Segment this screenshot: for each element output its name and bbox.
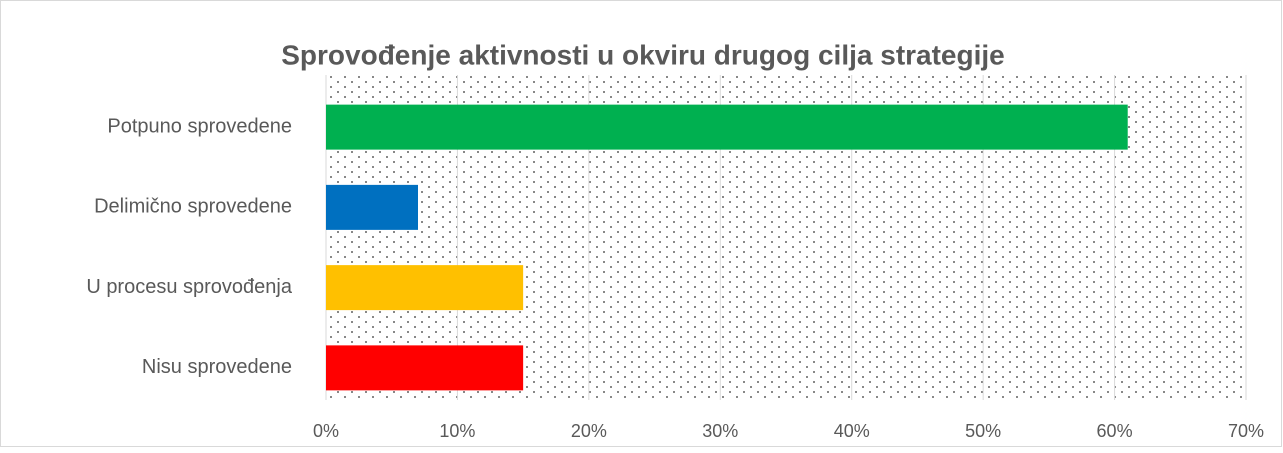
x-tick-label: 70% xyxy=(1228,421,1264,441)
x-tick-label: 30% xyxy=(702,421,738,441)
y-tick-label: Delimično sprovedene xyxy=(94,196,292,218)
bar xyxy=(326,104,1128,150)
y-tick-label: Potpuno sprovedene xyxy=(107,115,292,137)
bar xyxy=(326,184,418,230)
bar xyxy=(326,345,524,391)
bar xyxy=(326,265,524,311)
x-tick-label: 0% xyxy=(313,421,339,441)
x-tick-label: 50% xyxy=(965,421,1001,441)
chart-title: Sprovođenje aktivnosti u okviru drugog c… xyxy=(281,39,1005,70)
x-tick-label: 40% xyxy=(834,421,870,441)
x-tick-label: 10% xyxy=(439,421,475,441)
y-tick-label: Nisu sprovedene xyxy=(142,356,292,378)
y-tick-label: U procesu sprovođenja xyxy=(86,276,293,298)
x-tick-label: 60% xyxy=(1097,421,1133,441)
x-tick-label: 20% xyxy=(571,421,607,441)
